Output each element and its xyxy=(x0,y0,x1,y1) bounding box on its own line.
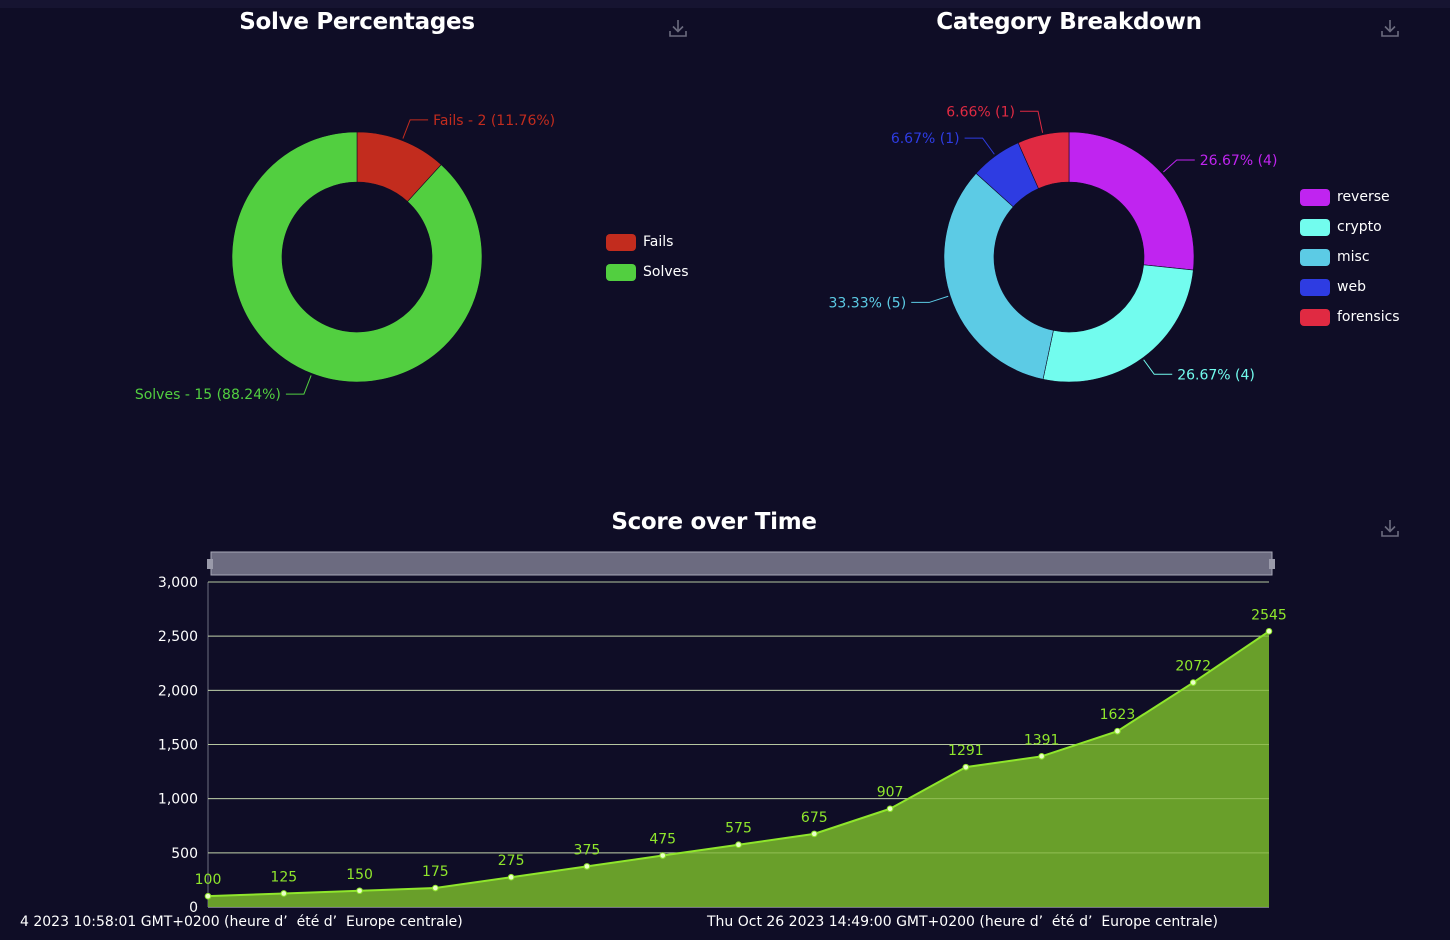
data-point[interactable] xyxy=(810,830,818,838)
label-line xyxy=(1143,359,1173,375)
datazoom-slider[interactable] xyxy=(207,551,1275,576)
legend-item-solves[interactable]: Solves xyxy=(606,257,689,287)
label-line xyxy=(285,375,312,395)
slice-label-reverse: 26.67% (4) xyxy=(1200,153,1278,169)
legend-item-fails[interactable]: Fails xyxy=(606,227,689,257)
data-label: 175 xyxy=(422,864,449,880)
slice-label-solves: Solves - 15 (88.24%) xyxy=(135,387,281,403)
data-point[interactable] xyxy=(962,763,970,771)
legend-label: reverse xyxy=(1337,189,1390,205)
data-point[interactable] xyxy=(204,892,212,900)
data-label: 2545 xyxy=(1251,607,1287,623)
data-label: 1291 xyxy=(948,743,984,759)
pie-slice-crypto[interactable] xyxy=(1042,264,1194,383)
legend-swatch xyxy=(1300,188,1330,206)
pie-slice-reverse[interactable] xyxy=(1068,131,1195,271)
download-icon[interactable] xyxy=(1379,17,1401,39)
data-point[interactable] xyxy=(1038,753,1045,760)
data-point[interactable] xyxy=(1114,727,1121,735)
slice-label-misc: 33.33% (5) xyxy=(829,295,907,311)
solve-percentages-chart: Fails - 2 (11.76%) Solves - 15 (88.24%) xyxy=(135,113,555,403)
y-tick-label: 0 xyxy=(189,900,198,916)
y-tick-label: 3,000 xyxy=(158,575,198,591)
data-point[interactable] xyxy=(583,863,591,870)
category-breakdown-chart: 26.67% (4) 26.67% (4) 33.33% (5) 6.67% (1) 6… xyxy=(829,104,1278,383)
legend-item-forensics[interactable]: forensics xyxy=(1300,302,1400,332)
data-point[interactable] xyxy=(735,841,742,849)
x-axis-label-end: Thu Oct 26 2023 14:49:00 GMT+0200 (heure… xyxy=(707,914,1218,930)
solve-percentages-title: Solve Percentages xyxy=(239,9,475,35)
data-label: 100 xyxy=(195,872,222,888)
legend-label: crypto xyxy=(1337,219,1382,235)
legend-label: forensics xyxy=(1337,309,1400,325)
y-tick-label: 1,000 xyxy=(158,792,198,808)
data-label: 275 xyxy=(498,853,525,869)
data-label: 150 xyxy=(346,867,373,883)
data-label: 125 xyxy=(270,869,297,885)
legend-label: web xyxy=(1337,279,1366,295)
download-icon[interactable] xyxy=(667,17,689,39)
pie-slice-misc[interactable] xyxy=(943,172,1054,380)
legend-swatch xyxy=(1300,278,1330,296)
data-label: 475 xyxy=(649,832,676,848)
data-point[interactable] xyxy=(507,873,515,881)
category-breakdown-legend: reverse crypto misc web forensics xyxy=(1300,182,1400,332)
label-line xyxy=(1163,159,1195,173)
legend-label: Solves xyxy=(643,264,689,280)
download-icon[interactable] xyxy=(1379,517,1401,539)
data-point[interactable] xyxy=(886,805,894,813)
data-point[interactable] xyxy=(659,852,667,859)
data-label: 2072 xyxy=(1175,659,1211,675)
data-point[interactable] xyxy=(356,887,363,895)
area-fill xyxy=(208,631,1269,907)
score-over-time-title: Score over Time xyxy=(611,509,817,535)
category-breakdown-title: Category Breakdown xyxy=(936,9,1202,35)
data-point[interactable] xyxy=(280,890,288,897)
legend-item-misc[interactable]: misc xyxy=(1300,242,1400,272)
slice-label-fails: Fails - 2 (11.76%) xyxy=(433,113,555,129)
legend-item-web[interactable]: web xyxy=(1300,272,1400,302)
solve-percentages-legend: Fails Solves xyxy=(606,227,689,287)
data-label: 1391 xyxy=(1024,732,1060,748)
score-over-time-chart: 0 500 1,000 1,500 2,000 2,500 3,000 100 125 150 1… xyxy=(158,551,1287,916)
legend-swatch xyxy=(606,233,636,251)
top-bar xyxy=(0,0,1450,8)
y-tick-label: 1,500 xyxy=(158,738,198,754)
data-label: 375 xyxy=(574,842,601,858)
label-line xyxy=(911,295,949,303)
label-line xyxy=(964,137,995,155)
label-line xyxy=(1020,110,1044,133)
y-tick-label: 2,000 xyxy=(158,683,198,699)
pie-slice-solves[interactable] xyxy=(231,131,483,383)
data-point[interactable] xyxy=(432,884,439,892)
slice-label-forensics: 6.66% (1) xyxy=(946,104,1015,120)
label-line xyxy=(402,119,429,139)
legend-label: Fails xyxy=(643,234,674,250)
legend-swatch xyxy=(1300,308,1330,326)
legend-swatch xyxy=(1300,218,1330,236)
data-label: 575 xyxy=(725,821,752,837)
y-tick-label: 500 xyxy=(171,846,198,862)
pie-slice-forensics[interactable] xyxy=(1017,131,1070,189)
legend-item-crypto[interactable]: crypto xyxy=(1300,212,1400,242)
data-label: 1623 xyxy=(1100,707,1136,723)
data-label: 907 xyxy=(877,785,904,801)
x-axis-label-start: 4 2023 10:58:01 GMT+0200 (heure d’ été d… xyxy=(20,914,463,930)
slice-label-crypto: 26.67% (4) xyxy=(1177,367,1255,383)
datazoom-handle-right[interactable] xyxy=(1269,559,1275,569)
legend-label: misc xyxy=(1337,249,1370,265)
y-tick-label: 2,500 xyxy=(158,629,198,645)
slice-label-web: 6.67% (1) xyxy=(891,131,960,147)
legend-swatch xyxy=(606,263,636,281)
legend-item-reverse[interactable]: reverse xyxy=(1300,182,1400,212)
data-label: 675 xyxy=(801,810,828,826)
data-point[interactable] xyxy=(1189,679,1197,686)
legend-swatch xyxy=(1300,248,1330,266)
data-point[interactable] xyxy=(1265,627,1273,635)
datazoom-handle-left[interactable] xyxy=(207,559,213,569)
